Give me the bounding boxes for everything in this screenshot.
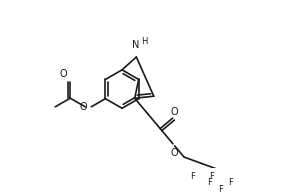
Text: F: F xyxy=(228,178,233,187)
Text: O: O xyxy=(170,148,178,158)
Text: O: O xyxy=(171,107,178,117)
Text: O: O xyxy=(79,102,87,112)
Text: F: F xyxy=(218,185,223,192)
Text: F: F xyxy=(190,172,195,181)
Text: N: N xyxy=(132,40,139,50)
Text: F: F xyxy=(209,172,214,181)
Text: F: F xyxy=(207,178,212,187)
Text: O: O xyxy=(59,69,67,79)
Text: H: H xyxy=(142,37,148,46)
